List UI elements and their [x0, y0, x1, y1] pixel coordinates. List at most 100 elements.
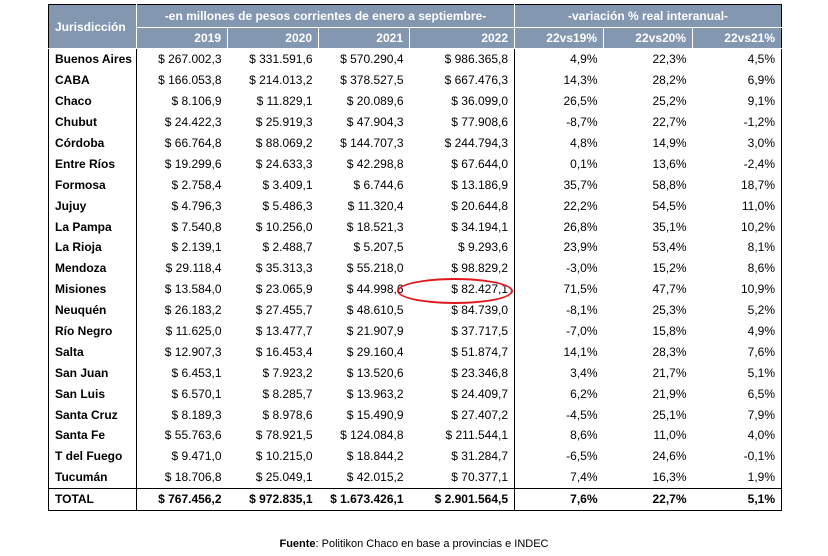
table-cell: $ 6.453,1 [171, 365, 222, 380]
table-cell: $ 51.874,7 [409, 341, 516, 363]
table-cell: $ 18.844,2 [346, 449, 404, 464]
table-cell: 5,1% [692, 362, 783, 384]
table-cell: 4,5% [692, 48, 783, 70]
table-row: Jujuy $ 4.796,3 $ 5.486,3 $ 11.320,4 $ 20.64… [48, 195, 783, 217]
jurisdiction-name: Chubut [48, 111, 137, 133]
table-cell: $ 20.089,6 [346, 94, 404, 109]
table-cell: $ 5.207,5 [353, 240, 404, 255]
table-cell: 71,5% [563, 282, 598, 297]
table-cell: 11,0% [653, 428, 687, 443]
table-cell: $ 35.313,3 [255, 261, 313, 276]
table-cell: -0,1% [692, 445, 783, 467]
table-cell: $ 98.829,2 [409, 257, 516, 279]
table-cell: $ 7.540,8 [171, 219, 222, 234]
column-header: 2020 [227, 27, 319, 49]
table-cell: $ 42.015,2 [346, 470, 404, 485]
total-cell: $ 1.673.426,1 [318, 487, 410, 511]
table-cell: 7,9% [692, 404, 783, 426]
table-cell: $ 378.527,5 [340, 73, 404, 88]
table-cell: $ 21.907,9 [346, 324, 404, 339]
header-jurisdiccion: Jurisdicción [48, 4, 137, 49]
table-cell: 21,7% [652, 365, 687, 380]
column-header: 22vs19% [514, 27, 605, 49]
table-cell: $ 26.183,2 [164, 303, 222, 318]
table-cell: $ 25.919,3 [255, 115, 313, 130]
table-cell: $ 2.758,4 [171, 177, 222, 192]
jurisdiction-name: La Pampa [48, 216, 137, 238]
table-cell: 9,1% [692, 90, 783, 112]
table-cell: -2,4% [692, 153, 783, 175]
jurisdiction-name: Entre Ríos [48, 153, 137, 175]
table-cell: 25,2% [652, 94, 687, 109]
jurisdiction-name: Neuquén [48, 299, 137, 321]
table-cell: $ 34.194,1 [409, 216, 516, 238]
table-cell: $ 66.764,8 [164, 136, 222, 150]
table-cell: 14,3% [563, 73, 598, 88]
total-cell: 5,1% [692, 487, 783, 511]
table-cell: $ 47.904,3 [346, 115, 404, 130]
table-cell: 4,0% [692, 425, 783, 446]
table-cell: $ 13.584,0 [164, 282, 222, 297]
column-header: 22vs20% [603, 27, 694, 49]
table-cell: 3,4% [570, 365, 598, 380]
table-cell: 1,9% [692, 466, 783, 489]
table-cell: 16,3% [652, 470, 687, 485]
table-cell: $ 84.739,0 [409, 299, 516, 321]
table-cell: -6,5% [566, 449, 598, 464]
table-cell: 4,9% [692, 320, 783, 342]
table-cell: $ 331.591,6 [249, 52, 313, 67]
table-cell: -7,0% [566, 324, 598, 339]
table-row: Buenos Aires $ 267.002,3 $ 331.591,6 $ 570.… [48, 48, 783, 70]
table-cell: $ 67.644,0 [409, 153, 516, 175]
table-cell: $ 13.963,2 [346, 386, 404, 401]
table-cell: 5,2% [692, 299, 783, 321]
table-cell: 6,2% [570, 386, 598, 401]
table-row: Mendoza $ 29.118,4 $ 35.313,3 $ 55.218,0 $ 9… [48, 257, 783, 279]
table-cell: 15,2% [652, 261, 687, 276]
table-cell: 28,3% [652, 344, 687, 359]
table-cell: $ 8.189,3 [171, 407, 222, 422]
table-cell: $ 18.706,8 [164, 470, 222, 485]
jurisdiction-name: Jujuy [48, 195, 137, 217]
jurisdiction-name: Córdoba [48, 132, 137, 154]
table-cell: 35,7% [563, 177, 598, 192]
jurisdiction-name: La Rioja [48, 237, 137, 258]
jurisdiction-name: Santa Cruz [48, 404, 137, 426]
table-cell: 14,9% [652, 136, 687, 150]
table-row: Chubut $ 24.422,3 $ 25.919,3 $ 47.904,3 $ 77… [48, 111, 783, 133]
table-cell: $ 25.049,1 [255, 470, 313, 485]
highlight-circle [397, 278, 513, 304]
table-cell: $ 166.053,8 [158, 73, 222, 88]
table-cell: $ 13.520,6 [346, 365, 404, 380]
table-cell: $ 15.490,9 [346, 407, 404, 422]
table-cell: $ 9.293,6 [409, 237, 516, 258]
jurisdiction-name: Río Negro [48, 320, 137, 342]
table-cell: 24,6% [652, 449, 687, 464]
total-cell: 22,7% [603, 487, 693, 511]
table-cell: $ 144.707,3 [340, 136, 404, 150]
table-cell: 25,1% [652, 407, 687, 422]
table-cell: 3,0% [692, 132, 783, 154]
table-cell: $ 211.544,1 [409, 425, 516, 446]
table-cell: 8,6% [570, 428, 598, 443]
table-cell: $ 7.923,2 [262, 365, 313, 380]
jurisdiction-name: Chaco [48, 90, 137, 112]
table-cell: 22,2% [563, 198, 598, 213]
jurisdiction-name: Mendoza [48, 257, 137, 279]
table-cell: 26,8% [563, 219, 598, 234]
table-cell: 53,4% [652, 240, 687, 255]
table-cell: $ 8.978,6 [262, 407, 313, 422]
table-cell: $ 16.453,4 [255, 344, 313, 359]
header-group-variation: -variación % real interanual- [514, 4, 783, 28]
table-cell: $ 667.476,3 [409, 69, 516, 91]
table-cell: $ 10.215,0 [255, 449, 313, 464]
total-row: TOTAL $ 767.456,2 $ 972.835,1 $ 1.673.42… [48, 487, 783, 511]
jurisdiction-name: San Luis [48, 383, 137, 405]
table-cell: 54,5% [652, 198, 687, 213]
table-cell: 6,9% [692, 69, 783, 91]
jurisdiction-name: Misiones [48, 278, 137, 300]
table-cell: $ 2.139,1 [171, 240, 222, 255]
table-cell: -8,1% [566, 303, 598, 318]
table-cell: 4,8% [570, 136, 598, 150]
total-cell: 7,6% [514, 487, 604, 511]
